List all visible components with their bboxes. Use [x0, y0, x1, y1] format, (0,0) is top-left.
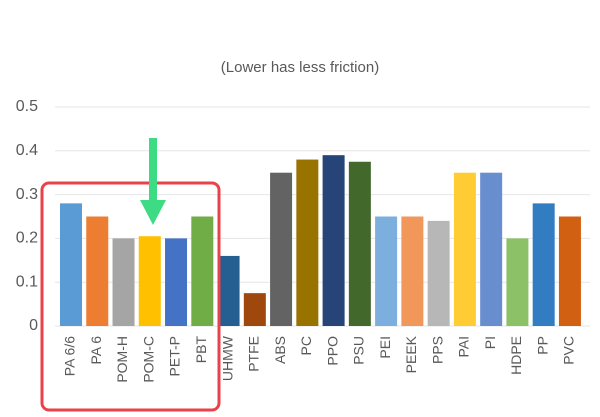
x-tick-label: PPO: [324, 336, 340, 366]
x-tick-label: POM-C: [140, 336, 156, 383]
x-tick-label: PA 6/6: [62, 336, 78, 376]
y-tick-label: 0.4: [16, 142, 38, 159]
x-tick-label: PAI: [456, 336, 472, 358]
chart-subtitle: (Lower has less friction): [221, 59, 379, 76]
bar: [322, 155, 345, 326]
bar: [532, 203, 555, 326]
bar: [427, 220, 450, 326]
x-tick-label: PC: [298, 336, 314, 355]
bar: [243, 293, 266, 326]
arrow-shaft: [149, 138, 157, 202]
x-tick-label: PP: [534, 336, 550, 355]
bar: [191, 216, 214, 326]
x-tick-label: PPS: [429, 336, 445, 364]
bar: [112, 238, 135, 326]
highlight-box: [40, 181, 221, 412]
x-tick-label: UHMW: [219, 335, 235, 381]
x-tick-label: PTFE: [246, 336, 262, 372]
bar: [296, 159, 319, 326]
bar: [506, 238, 529, 326]
x-tick-label: PEI: [377, 336, 393, 359]
bar: [558, 216, 581, 326]
bar: [138, 236, 161, 326]
x-tick-label: PA 6: [88, 336, 104, 365]
y-tick-label: 0.5: [16, 98, 38, 115]
x-tick-label: PI: [482, 336, 498, 349]
bar: [401, 216, 424, 326]
bar: [375, 216, 398, 326]
y-tick-label: 0: [29, 317, 38, 334]
y-tick-label: 0.2: [16, 230, 38, 247]
bar: [453, 172, 476, 326]
bar: [165, 238, 188, 326]
x-tick-label: ABS: [272, 336, 288, 364]
x-tick-label: PSU: [351, 336, 367, 365]
x-tick-label: PBT: [193, 336, 209, 364]
bar: [86, 216, 109, 326]
bar: [217, 255, 240, 326]
arrow: [140, 138, 166, 225]
bar: [270, 172, 293, 326]
y-tick-label: 0.3: [16, 186, 38, 203]
plot-area: 0 0.1 0.2 0.3 0.4 0.5 PA 6/6 PA 6 POM-H POM-C PET-…: [16, 98, 590, 383]
bar: [480, 172, 503, 326]
bar: [60, 203, 82, 326]
x-tick-label: PVC: [561, 336, 577, 365]
bar: [348, 161, 371, 326]
x-tick-label: PEEK: [403, 335, 419, 373]
arrow-head: [140, 200, 166, 225]
x-tick-label: HDPE: [508, 336, 524, 375]
y-tick-label: 0.1: [16, 273, 38, 290]
x-tick-label: PET-P: [167, 336, 183, 376]
x-tick-label: POM-H: [114, 336, 130, 383]
